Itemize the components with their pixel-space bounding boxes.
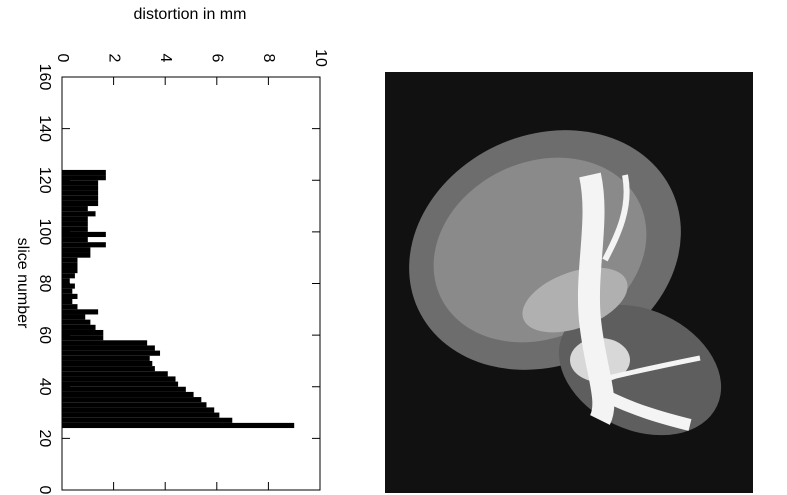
- bar: [62, 329, 104, 336]
- bar: [62, 314, 86, 320]
- bar: [62, 350, 161, 356]
- bar: [62, 242, 106, 248]
- x-tick-label: 6: [209, 54, 226, 63]
- x-tick-label: 2: [105, 54, 122, 63]
- bar: [62, 407, 215, 413]
- bar: [62, 340, 148, 346]
- bar: [62, 293, 78, 299]
- y-axis-title: slice number: [14, 238, 31, 329]
- bar: [62, 376, 176, 382]
- bar: [62, 304, 78, 310]
- x-tick-label: 10: [312, 49, 329, 67]
- bar: [62, 324, 96, 330]
- bar: [62, 288, 73, 294]
- bar: [62, 412, 220, 418]
- bar: [62, 371, 168, 377]
- y-tick-label: 140: [36, 115, 53, 142]
- bar: [62, 226, 88, 232]
- bar: [62, 402, 207, 408]
- bar: [62, 206, 88, 212]
- bar: [62, 319, 91, 325]
- bar: [62, 175, 106, 181]
- bar: [62, 391, 194, 398]
- bar: [62, 185, 99, 191]
- bar: [62, 360, 153, 367]
- x-tick-label: 8: [260, 54, 277, 63]
- bar: [62, 221, 88, 227]
- x-tick-label: 0: [54, 54, 71, 63]
- brain-image: [385, 72, 753, 493]
- bar: [62, 190, 99, 196]
- x-tick-label: 4: [157, 54, 174, 63]
- bar: [62, 211, 96, 217]
- bar: [62, 298, 73, 305]
- bar: [62, 422, 295, 429]
- bar: [62, 397, 202, 403]
- bar: [62, 381, 179, 387]
- bar: [62, 180, 99, 186]
- y-tick-label: 80: [36, 275, 53, 293]
- bar: [62, 309, 99, 315]
- y-tick-label: 160: [36, 64, 53, 91]
- bar: [62, 417, 233, 423]
- y-tick-label: 120: [36, 167, 53, 194]
- bar: [62, 237, 88, 243]
- bar: [62, 257, 78, 263]
- bar: [62, 200, 99, 207]
- bar: [62, 366, 155, 372]
- bar: [62, 345, 155, 351]
- bar: [62, 169, 106, 176]
- bar: [62, 283, 75, 289]
- bar: [62, 262, 78, 269]
- y-tick-label: 100: [36, 219, 53, 246]
- y-tick-label: 60: [36, 326, 53, 344]
- x-axis-title: distortion in mm: [134, 6, 247, 23]
- bar: [62, 216, 88, 222]
- y-tick-label: 20: [36, 429, 53, 447]
- bar: [62, 335, 104, 341]
- bar: [62, 273, 75, 279]
- bar: [62, 252, 91, 258]
- y-tick-label: 40: [36, 378, 53, 396]
- bar: [62, 278, 70, 284]
- bar: [62, 268, 78, 274]
- bar: [62, 231, 106, 238]
- bar: [62, 355, 150, 361]
- y-tick-label: 0: [36, 486, 53, 495]
- bar: [62, 386, 186, 392]
- bar: [62, 247, 91, 253]
- bar: [62, 195, 99, 201]
